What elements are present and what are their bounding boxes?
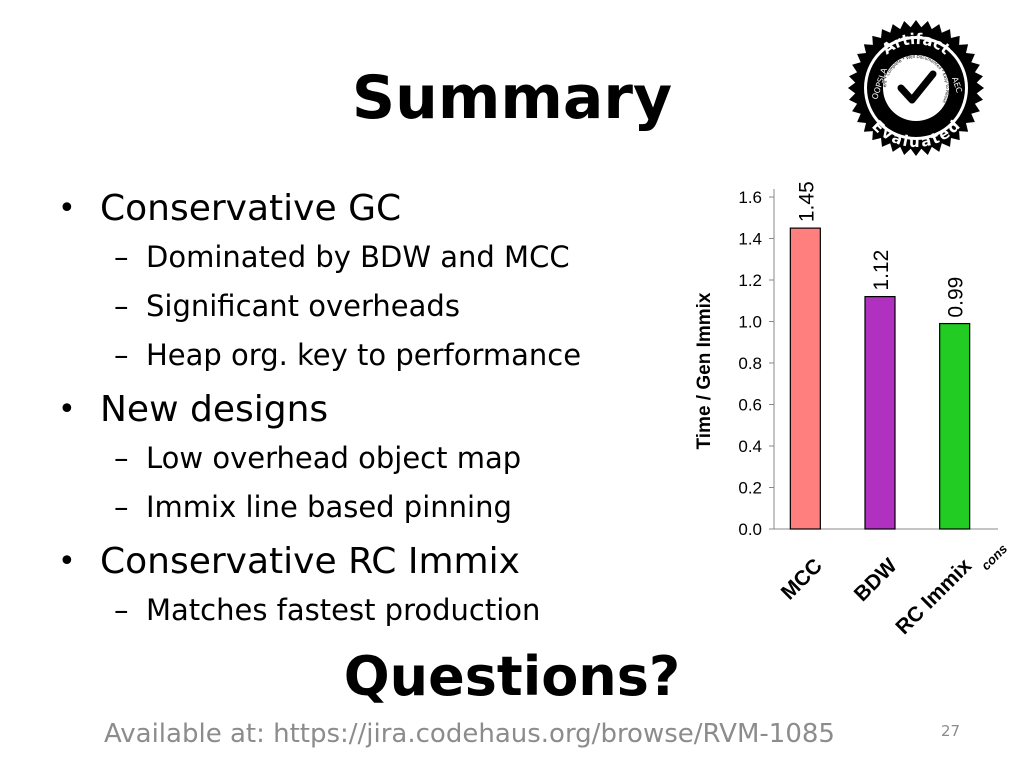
x-category-subscript: cons — [978, 541, 1010, 573]
sub-bullet-text: Matches fastest production — [146, 593, 541, 627]
sub-bullet-text: Dominated by BDW and MCC — [146, 240, 570, 274]
x-category-label: RC Immix — [891, 554, 976, 639]
y-tick-label: 1.0 — [738, 313, 762, 332]
y-tick-label: 0.4 — [738, 437, 762, 456]
x-category-label: MCC — [777, 554, 827, 604]
questions-heading: Questions? — [343, 645, 681, 708]
bullet-conservative-gc: • Conservative GC — [58, 185, 678, 233]
checkmark-icon — [897, 70, 937, 104]
sub-bullet: – Low overhead object map — [114, 441, 522, 475]
y-tick-label: 0.0 — [738, 520, 762, 539]
bar-data-label: 0.99 — [945, 277, 968, 318]
bullet-new-designs: • New designs — [58, 386, 678, 434]
y-tick-label: 1.6 — [738, 188, 762, 207]
bar-data-label: 1.12 — [870, 250, 893, 291]
y-tick-label: 1.2 — [738, 271, 762, 290]
bullet-dot-icon: • — [58, 191, 76, 226]
bullet-conservative-rc-immix: • Conservative RC Immix — [58, 538, 678, 586]
y-axis-title: Time / Gen Immix — [694, 292, 715, 449]
bar-chart: 0.0 0.2 0.4 0.6 0.8 1.0 1.2 1.4 1.6 Time / Gen Im… — [694, 181, 1010, 639]
slide-title: Summary — [351, 63, 673, 133]
y-tick-label: 0.8 — [738, 354, 762, 373]
bar-bdw — [864, 296, 896, 530]
bar-data-label: 1.45 — [795, 181, 818, 222]
sub-bullet: – Heap org. key to performance — [114, 338, 582, 372]
sub-bullet-text: Immix line based pinning — [146, 490, 512, 524]
bar-mcc — [789, 227, 821, 530]
bullet-dot-icon: • — [58, 392, 76, 427]
chart-bars — [789, 227, 971, 530]
y-tick-label: 0.6 — [738, 396, 762, 415]
y-tick-label: 1.4 — [738, 230, 762, 249]
page-number: 27 — [941, 722, 961, 740]
badge-seal-icon: Artifact Evaluated OOPSLA AEC Consistent… — [845, 14, 984, 156]
bullet-text: Conservative GC — [100, 188, 402, 229]
artifact-evaluated-badge: Artifact Evaluated OOPSLA AEC Consistent… — [845, 14, 986, 162]
sub-bullet: – Significant overheads — [114, 289, 460, 323]
sub-bullet: – Immix line based pinning — [114, 490, 512, 524]
y-tick-label: 0.2 — [738, 479, 762, 498]
bullet-text: New designs — [100, 389, 329, 430]
sub-bullet-text: Significant overheads — [146, 289, 460, 323]
x-category-label: BDW — [850, 554, 902, 606]
sub-bullet-text: Low overhead object map — [146, 441, 522, 475]
bar-rc-immix — [939, 322, 971, 530]
sub-bullet-text: Heap org. key to performance — [146, 338, 582, 372]
bullet-list: • Conservative GC – Dominated by BDW and … — [58, 185, 678, 635]
footer-link[interactable]: Available at: https://jira.codehaus.org/… — [104, 719, 835, 749]
bullet-dot-icon: • — [58, 544, 76, 579]
sub-bullet: – Matches fastest production — [114, 593, 541, 627]
bullet-text: Conservative RC Immix — [100, 541, 520, 582]
sub-bullet: – Dominated by BDW and MCC — [114, 240, 570, 274]
